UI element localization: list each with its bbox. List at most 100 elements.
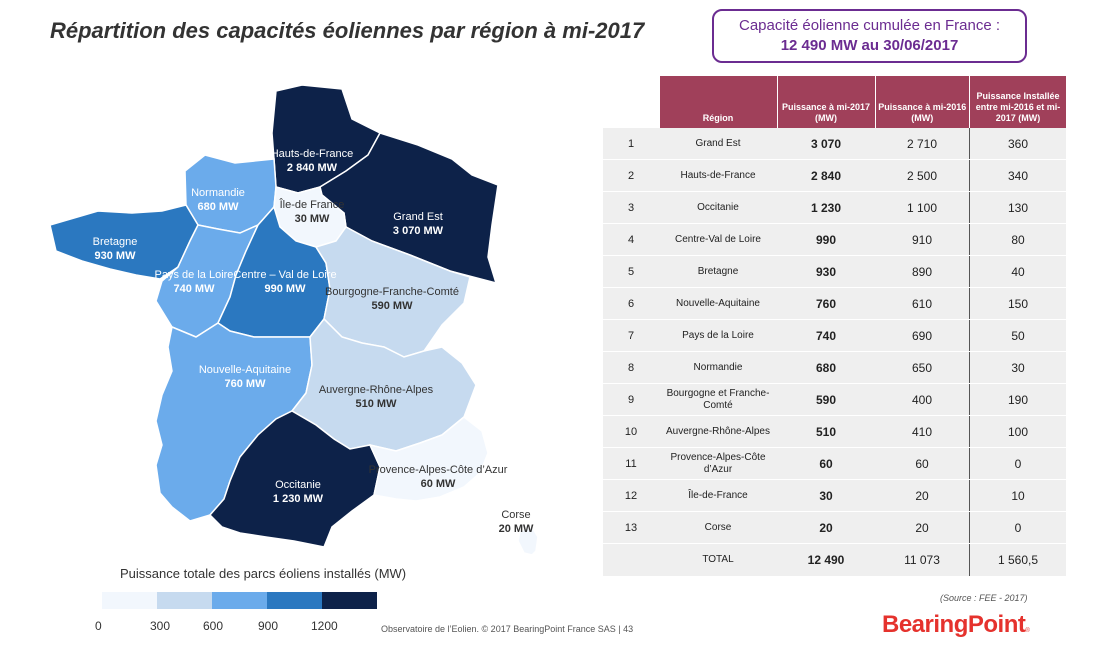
region-value-label: 510 MW <box>356 398 398 410</box>
region-value-label: 30 MW <box>295 213 330 225</box>
table-row: 3 Occitanie 1 230 1 100 130 <box>603 191 1066 224</box>
added-cell: 0 <box>969 511 1066 544</box>
rank-cell: 4 <box>603 223 659 256</box>
table-row: 5 Bretagne 930 890 40 <box>603 255 1066 288</box>
legend-title: Puissance totale des parcs éoliens insta… <box>120 566 407 581</box>
callout-line1: Capacité éolienne cumulée en France : <box>739 17 1000 34</box>
rank-cell <box>603 543 659 577</box>
added-cell: 30 <box>969 351 1066 384</box>
mw2017-cell: 760 <box>777 287 875 320</box>
mw2017-cell: 990 <box>777 223 875 256</box>
mw2016-cell: 20 <box>875 479 970 512</box>
mw2016-cell: 60 <box>875 447 970 480</box>
mw2017-cell: 930 <box>777 255 875 288</box>
region-name-label: Provence-Alpes-Côte d’Azur <box>369 464 508 476</box>
total-mw2017: 12 490 <box>777 543 875 577</box>
rank-cell: 9 <box>603 383 659 416</box>
region-cell: Occitanie <box>659 191 777 224</box>
total-capacity-callout: Capacité éolienne cumulée en France : 12… <box>712 9 1027 63</box>
table-body: 1 Grand Est 3 070 2 710 360 2 Hauts-de-France 2… <box>603 128 1066 577</box>
mw2017-cell: 3 070 <box>777 128 875 160</box>
added-cell: 10 <box>969 479 1066 512</box>
mw2016-cell: 610 <box>875 287 970 320</box>
header-added: Puissance Installée entre mi-2016 et mi-… <box>969 76 1066 128</box>
region-name-label: Hauts-de-France <box>271 148 354 160</box>
region-value-label: 20 MW <box>499 523 534 535</box>
added-cell: 0 <box>969 447 1066 480</box>
mw2016-cell: 650 <box>875 351 970 384</box>
registered-mark: ® <box>1025 628 1030 634</box>
rank-cell: 7 <box>603 319 659 352</box>
rank-cell: 13 <box>603 511 659 544</box>
table-row: 9 Bourgogne et Franche-Comté 590 400 190 <box>603 383 1066 416</box>
header-mw2016: Puissance à mi-2016 (MW) <box>874 76 970 128</box>
mw2017-cell: 740 <box>777 319 875 352</box>
region-value-label: 930 MW <box>95 250 137 262</box>
region-shape-corse <box>517 526 539 555</box>
region-cell: Centre-Val de Loire <box>659 223 777 256</box>
mw2017-cell: 2 840 <box>777 159 875 192</box>
region-cell: Corse <box>659 511 777 544</box>
added-cell: 360 <box>969 128 1066 160</box>
legend-ticks: 0 300 600 900 1200 <box>95 619 395 633</box>
legend-tick: 600 <box>203 619 224 633</box>
region-name-label: Occitanie <box>275 479 321 491</box>
mw2017-cell: 30 <box>777 479 875 512</box>
region-name-label: Grand Est <box>393 211 443 223</box>
region-cell: Bourgogne et Franche-Comté <box>659 383 777 416</box>
page-title: Répartition des capacités éoliennes par … <box>50 18 645 43</box>
rank-cell: 10 <box>603 415 659 448</box>
region-name-label: Pays de la Loire <box>155 269 234 281</box>
table-row: 11 Provence-Alpes-Côte d’Azur 60 60 0 <box>603 447 1066 480</box>
total-added: 1 560,5 <box>969 543 1066 577</box>
regions-table: Région Puissance à mi-2017 (MW) Puissanc… <box>603 76 1066 577</box>
legend-tick: 300 <box>150 619 171 633</box>
legend-swatch-3 <box>267 592 322 609</box>
legend-tick: 900 <box>258 619 279 633</box>
region-cell: Pays de la Loire <box>659 319 777 352</box>
region-value-label: 2 840 MW <box>287 162 338 174</box>
region-value-label: 3 070 MW <box>393 225 444 237</box>
source-note: (Source : FEE - 2017) <box>940 593 1028 603</box>
region-value-label: 680 MW <box>198 201 240 213</box>
added-cell: 340 <box>969 159 1066 192</box>
mw2016-cell: 890 <box>875 255 970 288</box>
rank-cell: 6 <box>603 287 659 320</box>
region-cell: Grand Est <box>659 128 777 160</box>
mw2017-cell: 1 230 <box>777 191 875 224</box>
header-blank <box>603 76 659 128</box>
legend-swatch-0 <box>102 592 157 609</box>
region-cell: Provence-Alpes-Côte d’Azur <box>659 447 777 480</box>
header-mw2017: Puissance à mi-2017 (MW) <box>776 76 875 128</box>
region-name-label: Corse <box>501 509 530 521</box>
table-row: 6 Nouvelle-Aquitaine 760 610 150 <box>603 287 1066 320</box>
mw2016-cell: 20 <box>875 511 970 544</box>
bearingpoint-logo: BearingPoint® <box>882 611 1030 638</box>
table-row: 7 Pays de la Loire 740 690 50 <box>603 319 1066 352</box>
mw2017-cell: 60 <box>777 447 875 480</box>
mw2016-cell: 410 <box>875 415 970 448</box>
header-region: Région <box>658 76 777 128</box>
footer-text: Observatoire de l’Eolien. © 2017 Bearing… <box>381 624 634 634</box>
table-row: 13 Corse 20 20 0 <box>603 511 1066 544</box>
region-cell: Bretagne <box>659 255 777 288</box>
added-cell: 100 <box>969 415 1066 448</box>
region-cell: Normandie <box>659 351 777 384</box>
region-cell: Auvergne-Rhône-Alpes <box>659 415 777 448</box>
added-cell: 50 <box>969 319 1066 352</box>
region-cell: Hauts-de-France <box>659 159 777 192</box>
rank-cell: 5 <box>603 255 659 288</box>
table-total-row: TOTAL 12 490 11 073 1 560,5 <box>603 543 1066 577</box>
mw2017-cell: 680 <box>777 351 875 384</box>
total-label: TOTAL <box>659 543 777 577</box>
region-shape-bourgogne-franche-comte <box>314 226 471 358</box>
region-shape-provence-alpes-cote-d-azur <box>368 416 489 502</box>
france-regions-map: Hauts-de-France 2 840 MW Grand Est 3 070 MW… <box>49 84 539 555</box>
mw2017-cell: 510 <box>777 415 875 448</box>
callout-line2: 12 490 MW au 30/06/2017 <box>780 37 959 54</box>
table-header-row: Région Puissance à mi-2017 (MW) Puissanc… <box>603 76 1066 128</box>
table-row: 1 Grand Est 3 070 2 710 360 <box>603 128 1066 160</box>
region-name-label: Normandie <box>191 187 245 199</box>
region-value-label: 590 MW <box>372 300 414 312</box>
table-row: 12 Île-de-France 30 20 10 <box>603 479 1066 512</box>
